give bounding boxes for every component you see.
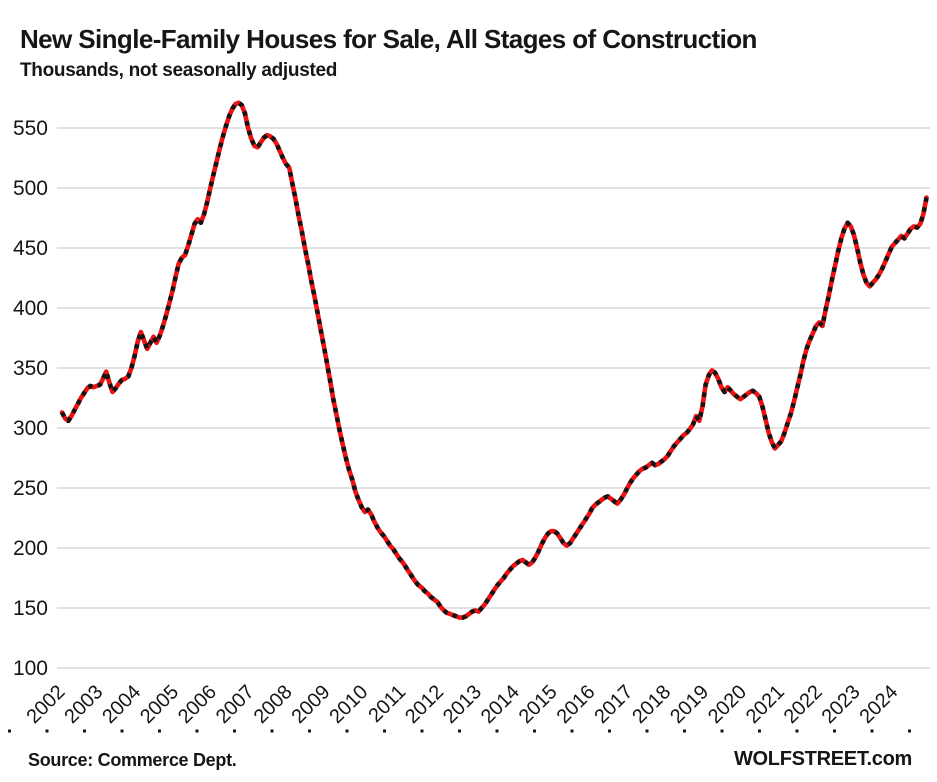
x-axis-tick-label: 2012 [401, 681, 448, 728]
y-axis-tick-label: 150 [13, 597, 48, 620]
x-axis-tick-label: 2017 [590, 681, 637, 728]
x-axis-tick-label: 2008 [250, 681, 297, 728]
y-axis-tick-label: 250 [13, 477, 48, 500]
x-axis-tick-label: 2018 [628, 681, 675, 728]
footer-source-label: Source: Commerce Dept. [28, 750, 237, 770]
y-axis-tick-label: 500 [13, 177, 48, 200]
x-axis-tick-label: 2009 [288, 681, 335, 728]
y-axis-tick-label: 450 [13, 237, 48, 260]
x-axis-tick-label: 2022 [780, 681, 827, 728]
x-axis-tick-label: 2004 [98, 681, 145, 728]
x-axis-tick-label: 2023 [818, 681, 865, 728]
y-axis-tick-label: 200 [13, 537, 48, 560]
y-axis-tick-label: 400 [13, 297, 48, 320]
page-subtitle: Thousands, not seasonally adjusted [20, 60, 338, 81]
x-axis-tick-label: 2013 [439, 681, 486, 728]
x-axis-tick-label: 2002 [23, 681, 70, 728]
page-title: New Single-Family Houses for Sale, All S… [20, 24, 757, 54]
data-line-markers [59, 100, 929, 620]
x-axis-tick-label: 2006 [174, 681, 221, 728]
y-axis-tick-label: 100 [13, 657, 48, 680]
x-axis-tick-label: 2015 [515, 681, 562, 728]
x-axis-tick-label: 2019 [666, 681, 713, 728]
x-axis-tick-label: 2003 [60, 681, 107, 728]
y-axis-tick-label: 350 [13, 357, 48, 380]
x-axis-tick-label: 2011 [364, 681, 410, 727]
x-axis-tick-label: 2016 [553, 681, 600, 728]
footer-brand-label: WOLFSTREET.com [733, 748, 912, 770]
x-axis-tick-label: 2007 [212, 681, 259, 728]
x-axis-tick-label: 2014 [477, 681, 524, 728]
x-axis-tick-label: 2024 [855, 681, 902, 728]
x-axis-tick-label: 2020 [704, 681, 751, 728]
x-axis-tick-label: 2021 [742, 681, 789, 728]
data-line [59, 100, 929, 620]
y-axis-tick-label: 300 [13, 417, 48, 440]
x-axis-tick-label: 2010 [325, 681, 372, 728]
y-axis-tick-label: 550 [13, 117, 48, 140]
x-axis-tick-label: 2005 [136, 681, 183, 728]
